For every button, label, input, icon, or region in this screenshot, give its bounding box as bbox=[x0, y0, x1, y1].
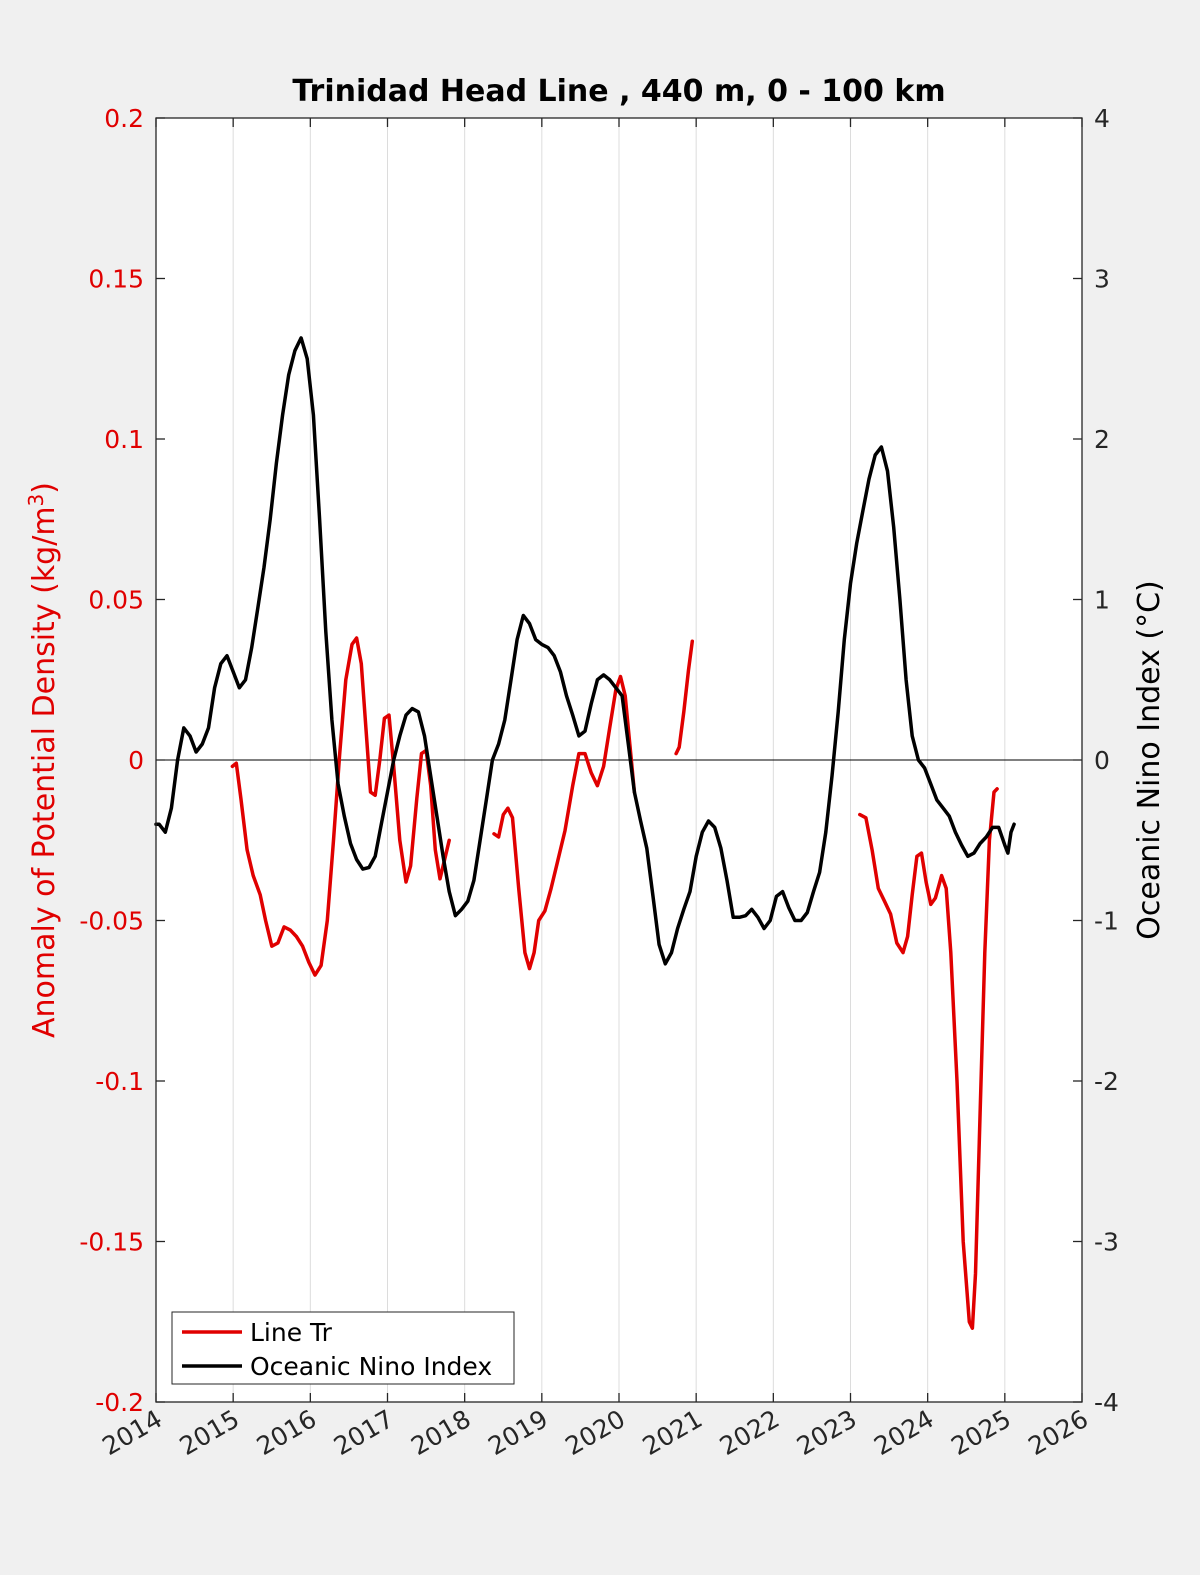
y-right-tick-label: -4 bbox=[1094, 1388, 1119, 1417]
series-line-oceanic-nino-index bbox=[154, 336, 1016, 966]
y-left-tick-label: 0.1 bbox=[104, 425, 144, 454]
y-right-tick-label: 3 bbox=[1094, 265, 1110, 294]
y-left-tick-label: 0.2 bbox=[104, 104, 144, 133]
legend-box bbox=[171, 1311, 515, 1385]
series-line-line-tr bbox=[858, 787, 999, 1330]
y-right-tick-label: -3 bbox=[1094, 1228, 1119, 1257]
chart-title: Trinidad Head Line , 440 m, 0 - 100 km bbox=[292, 74, 945, 109]
y-left-tick-label: -0.15 bbox=[79, 1228, 144, 1257]
y-axis-right-label: Oceanic Nino Index (°C) bbox=[1132, 580, 1167, 940]
y-axis-left-label: Anomaly of Potential Density (kg/m3) bbox=[24, 482, 62, 1038]
y-right-tick-label: -2 bbox=[1094, 1067, 1119, 1096]
y-right-tick-label: -1 bbox=[1094, 907, 1119, 936]
y-left-tick-label: -0.2 bbox=[95, 1388, 144, 1417]
y-left-tick-label: 0.15 bbox=[88, 265, 144, 294]
y-axis-right: -4 -3 -2 -1 0 1 2 3 4 bbox=[1073, 104, 1119, 1417]
y-left-tick-label: 0.05 bbox=[88, 586, 144, 615]
series-layer bbox=[154, 336, 1016, 1330]
series-line-line-tr bbox=[230, 636, 451, 977]
y-axis-left-label-close: ) bbox=[27, 482, 62, 494]
y-right-tick-label: 4 bbox=[1094, 104, 1110, 133]
legend: Line Tr Oceanic Nino Index bbox=[171, 1311, 515, 1385]
series-line-line-tr bbox=[492, 674, 637, 971]
y-left-tick-label: -0.05 bbox=[79, 907, 144, 936]
y-right-tick-label: 0 bbox=[1094, 746, 1110, 775]
series-line-line-tr bbox=[674, 639, 695, 756]
y-left-tick-label: 0 bbox=[128, 746, 144, 775]
y-left-tick-label: -0.1 bbox=[95, 1067, 144, 1096]
y-axis-left: -0.2 -0.15 -0.1 -0.05 0 0.05 0.1 0.15 0.2 bbox=[79, 104, 165, 1417]
legend-label-line-tr: Line Tr bbox=[250, 1318, 333, 1347]
y-right-tick-label: 1 bbox=[1094, 586, 1110, 615]
y-axis-left-label-text: Anomaly of Potential Density (kg/m bbox=[27, 506, 62, 1038]
y-axis-left-label-sup: 3 bbox=[24, 494, 48, 507]
y-right-tick-label: 2 bbox=[1094, 425, 1110, 454]
legend-label-oni: Oceanic Nino Index bbox=[250, 1352, 492, 1381]
